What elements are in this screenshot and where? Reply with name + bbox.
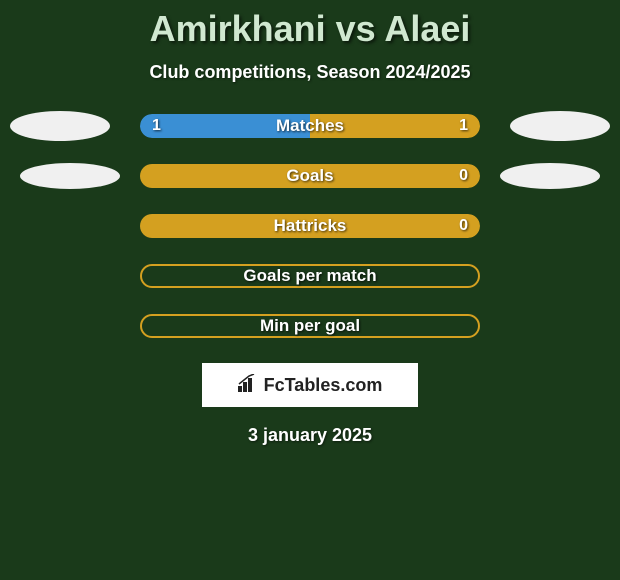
value-right: 1 [459, 114, 468, 138]
value-right: 0 [459, 164, 468, 188]
player-right-marker [510, 111, 610, 141]
comparison-subtitle: Club competitions, Season 2024/2025 [0, 62, 620, 83]
stat-row-mpg: Min per goal [0, 313, 620, 339]
stat-row-matches: 1 Matches 1 [0, 113, 620, 139]
stat-row-hattricks: Hattricks 0 [0, 213, 620, 239]
comparison-title: Amirkhani vs Alaei [0, 0, 620, 50]
stat-row-goals: Goals 0 [0, 163, 620, 189]
bar-label: Matches [140, 114, 480, 138]
bar-matches: 1 Matches 1 [140, 114, 480, 138]
snapshot-date: 3 january 2025 [0, 425, 620, 446]
chart-icon [238, 374, 260, 397]
bar-label: Goals per match [142, 266, 478, 286]
bar-hattricks: Hattricks 0 [140, 214, 480, 238]
player-left-marker [20, 163, 120, 189]
player-right-marker [500, 163, 600, 189]
chart-area: 1 Matches 1 Goals 0 Hattricks 0 Goals pe… [0, 113, 620, 339]
logo-label: FcTables.com [264, 375, 383, 396]
bar-label: Min per goal [142, 316, 478, 336]
logo-box: FcTables.com [202, 363, 418, 407]
stat-row-gpm: Goals per match [0, 263, 620, 289]
player-left-marker [10, 111, 110, 141]
bar-goals: Goals 0 [140, 164, 480, 188]
value-right: 0 [459, 214, 468, 238]
bar-label: Goals [140, 164, 480, 188]
bar-goals-per-match: Goals per match [140, 264, 480, 288]
bar-min-per-goal: Min per goal [140, 314, 480, 338]
bar-label: Hattricks [140, 214, 480, 238]
logo-text: FcTables.com [238, 374, 383, 397]
